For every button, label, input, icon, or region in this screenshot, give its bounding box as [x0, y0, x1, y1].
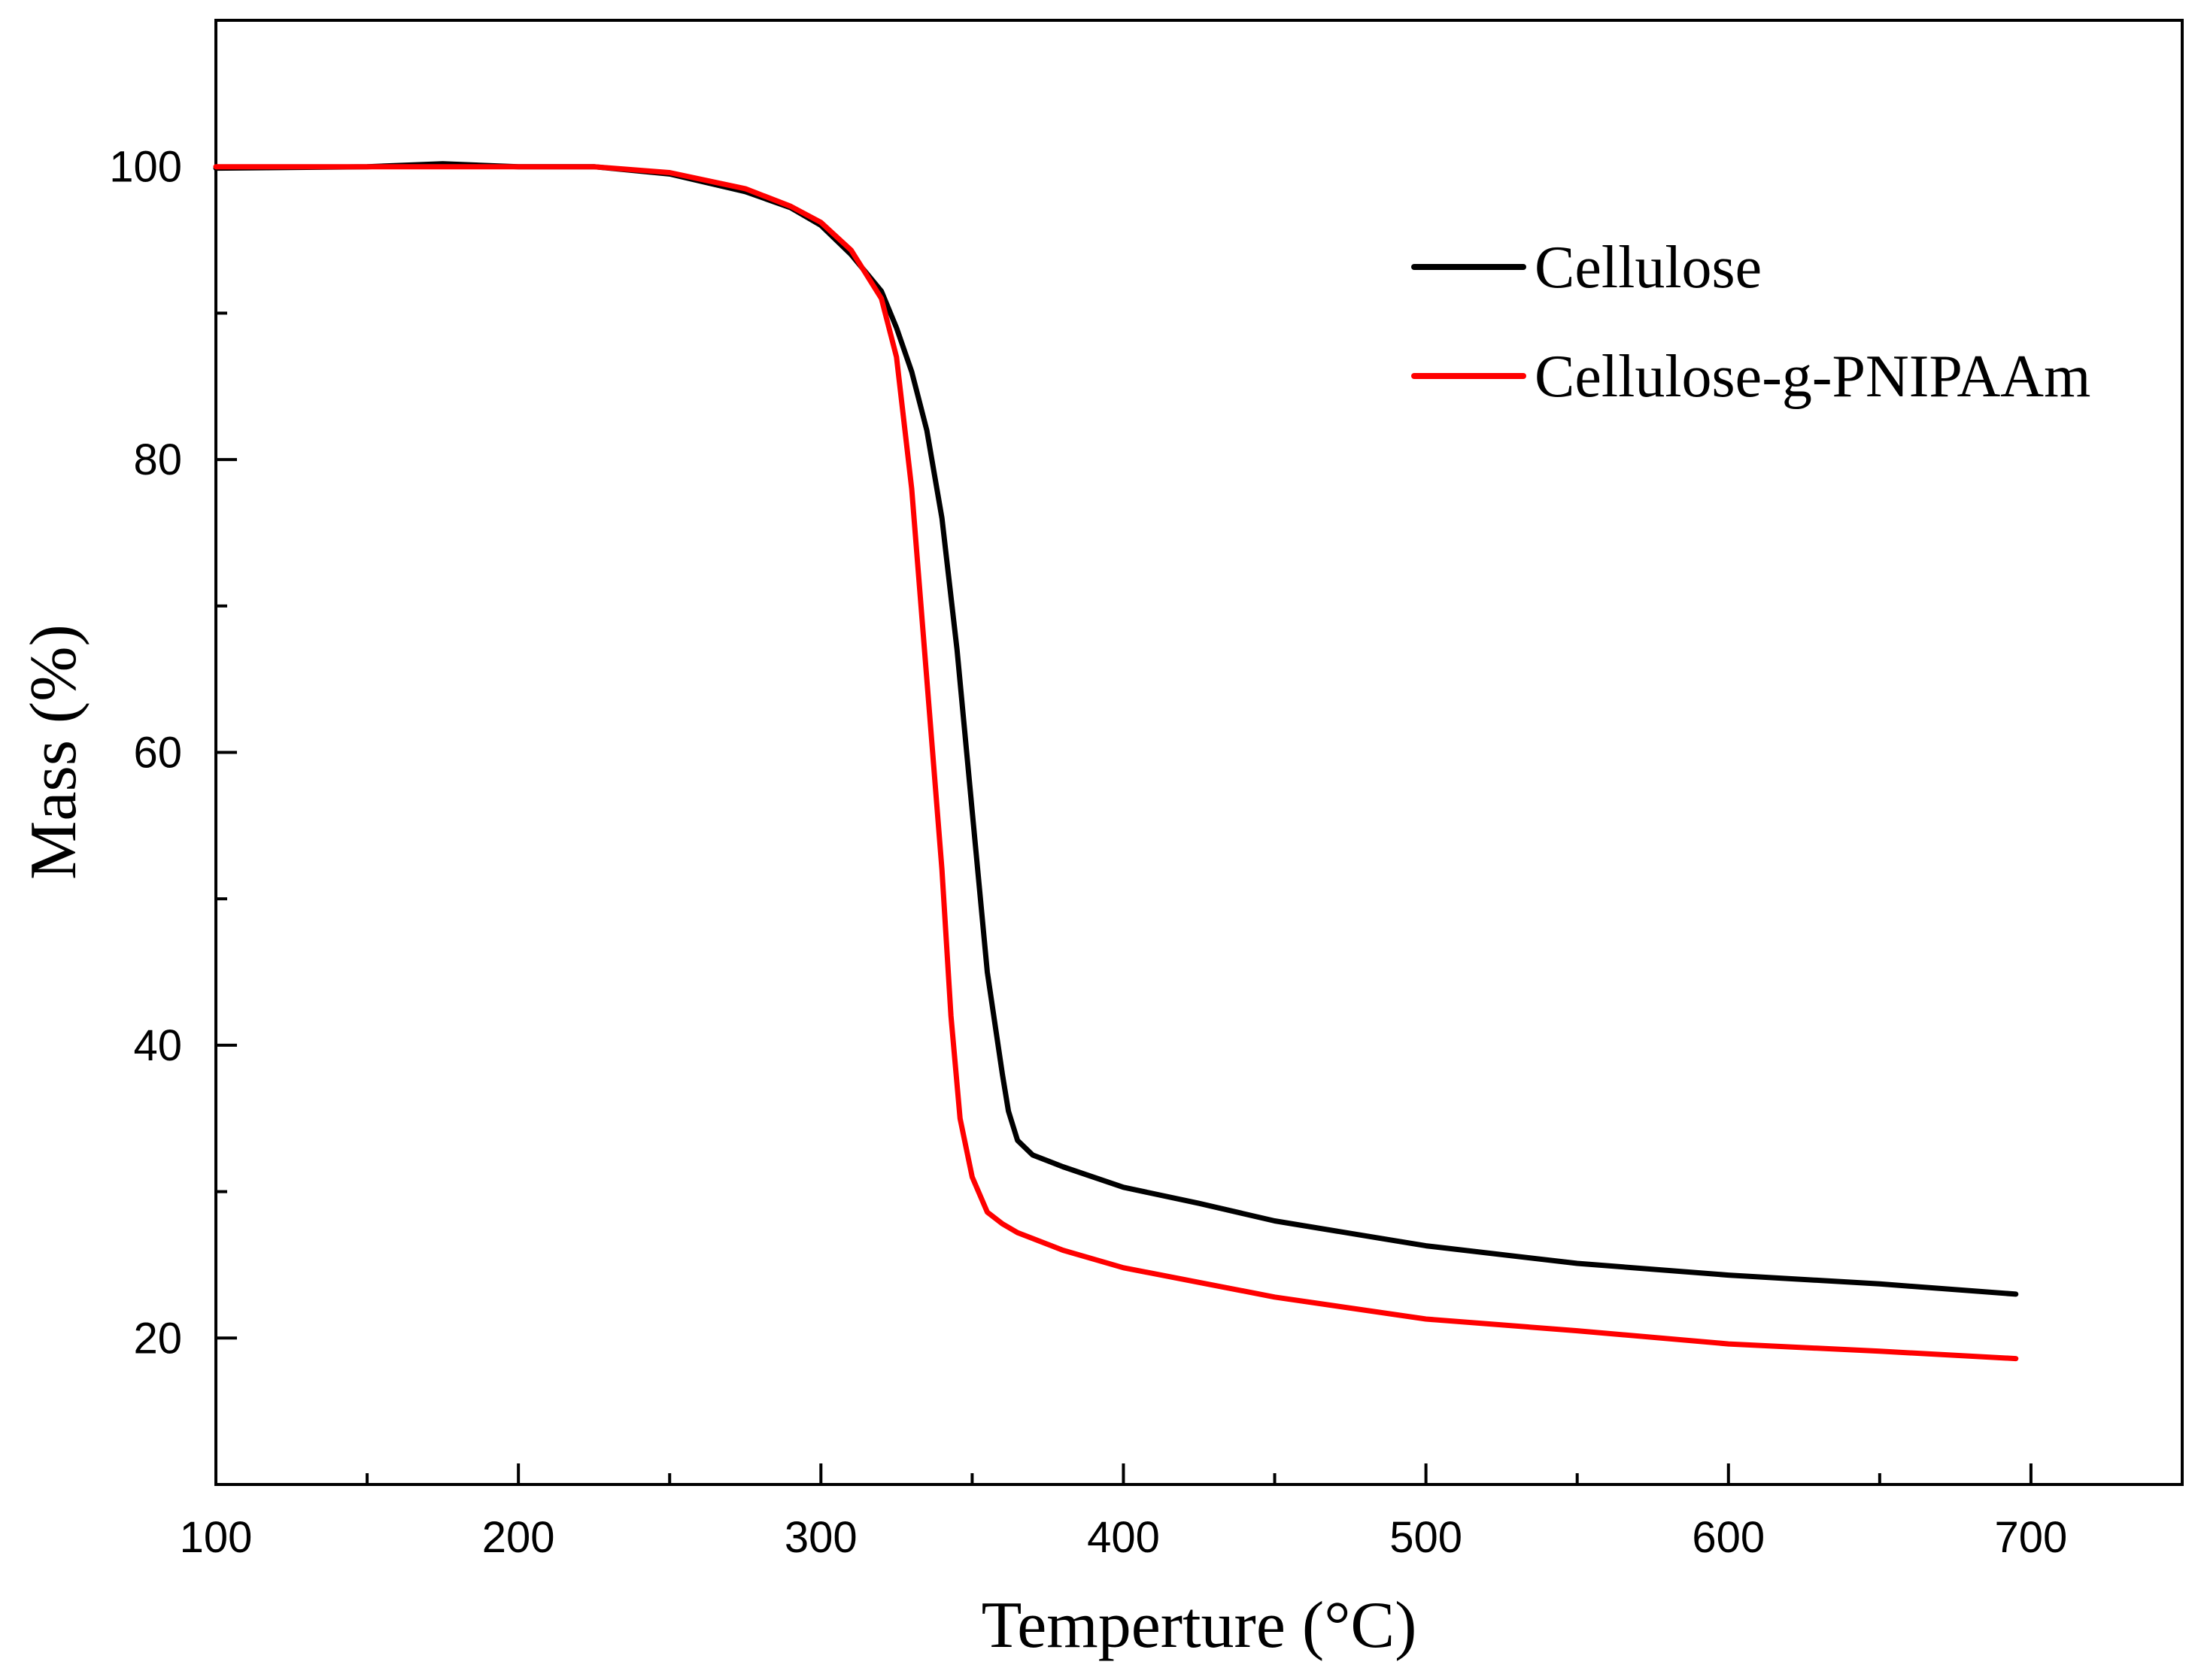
legend-label-cellulose-g-pnipaam: Cellulose-g-PNIPAAm — [1535, 344, 2090, 410]
y-tick-labels: 20 40 60 80 100 — [109, 143, 182, 1363]
y-axis-title: Mass (%) — [17, 624, 90, 880]
legend-label-cellulose: Cellulose — [1535, 235, 1762, 301]
x-tick-label: 400 — [1087, 1513, 1160, 1562]
x-tick-label: 500 — [1389, 1513, 1462, 1562]
legend: Cellulose Cellulose-g-PNIPAAm — [1411, 235, 2090, 410]
series-lines — [213, 161, 2019, 1362]
series-line-cellulose-g-pnipaam — [213, 164, 2019, 1362]
x-tick-label: 200 — [482, 1513, 555, 1562]
y-tick-label: 100 — [109, 143, 182, 192]
series-line-cellulose — [213, 161, 2019, 1297]
x-tick-label: 300 — [785, 1513, 858, 1562]
x-tick-label: 600 — [1692, 1513, 1765, 1562]
x-axis-title: Temperture (°C) — [982, 1589, 1417, 1662]
y-tick-label: 40 — [133, 1021, 182, 1070]
y-tick-label: 20 — [133, 1314, 182, 1363]
y-tick-label: 60 — [133, 729, 182, 778]
x-tick-labels: 100 200 300 400 500 600 700 — [180, 1513, 2068, 1562]
y-tick-label: 80 — [133, 435, 182, 484]
x-tick-label: 700 — [1995, 1513, 2068, 1562]
x-tick-label: 100 — [180, 1513, 253, 1562]
plot-frame — [214, 19, 2184, 1486]
